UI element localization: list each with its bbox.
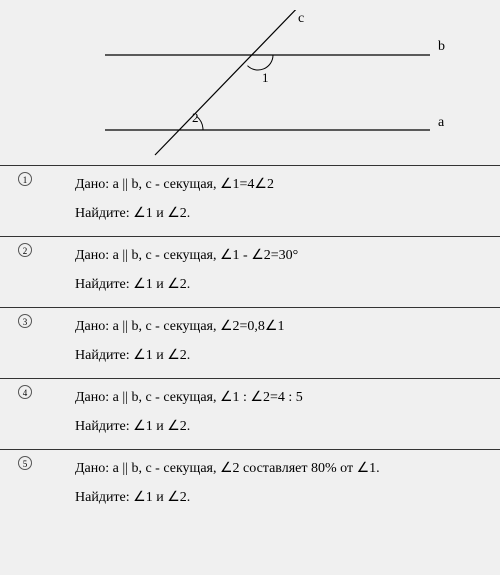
problem-row: 5 Дано: a || b, c - секущая, ∠2 составляе… (0, 449, 500, 520)
svg-text:c: c (298, 11, 304, 26)
problem-given: Дано: a || b, c - секущая, ∠2=0,8∠1 (75, 318, 500, 335)
problem-find: Найдите: ∠1 и ∠2. (75, 205, 500, 222)
problem-body: Дано: a || b, c - секущая, ∠1 - ∠2=30° На… (75, 247, 500, 293)
problem-find: Найдите: ∠1 и ∠2. (75, 418, 500, 435)
diagram-svg: b a c 1 2 (0, 10, 500, 160)
problem-body: Дано: a || b, c - секущая, ∠2 составляет… (75, 460, 500, 506)
problem-given: Дано: a || b, c - секущая, ∠1=4∠2 (75, 176, 500, 193)
svg-text:a: a (438, 115, 445, 130)
problem-find: Найдите: ∠1 и ∠2. (75, 489, 500, 506)
problem-row: 1 Дано: a || b, c - секущая, ∠1=4∠2 Найдит… (0, 165, 500, 236)
problem-given: Дано: a || b, c - секущая, ∠1 : ∠2=4 : 5 (75, 389, 500, 406)
svg-text:1: 1 (262, 70, 269, 85)
svg-text:2: 2 (192, 110, 199, 125)
problem-find: Найдите: ∠1 и ∠2. (75, 276, 500, 293)
problem-number: 2 (18, 243, 32, 257)
problem-row: 4 Дано: a || b, c - секущая, ∠1 : ∠2=4 : … (0, 378, 500, 449)
problem-body: Дано: a || b, c - секущая, ∠1=4∠2 Найдите… (75, 176, 500, 222)
problem-number: 4 (18, 385, 32, 399)
geometry-diagram: b a c 1 2 (0, 10, 500, 160)
problem-given: Дано: a || b, c - секущая, ∠2 составляет… (75, 460, 500, 477)
problems-list: 1 Дано: a || b, c - секущая, ∠1=4∠2 Найдит… (0, 165, 500, 520)
svg-text:b: b (438, 39, 445, 54)
problem-number: 1 (18, 172, 32, 186)
problem-body: Дано: a || b, c - секущая, ∠2=0,8∠1 Найди… (75, 318, 500, 364)
problem-number: 5 (18, 456, 32, 470)
problem-body: Дано: a || b, c - секущая, ∠1 : ∠2=4 : 5… (75, 389, 500, 435)
problem-find: Найдите: ∠1 и ∠2. (75, 347, 500, 364)
problem-given: Дано: a || b, c - секущая, ∠1 - ∠2=30° (75, 247, 500, 264)
problem-number: 3 (18, 314, 32, 328)
problem-row: 2 Дано: a || b, c - секущая, ∠1 - ∠2=30° Н… (0, 236, 500, 307)
problem-row: 3 Дано: a || b, c - секущая, ∠2=0,8∠1 Найд… (0, 307, 500, 378)
